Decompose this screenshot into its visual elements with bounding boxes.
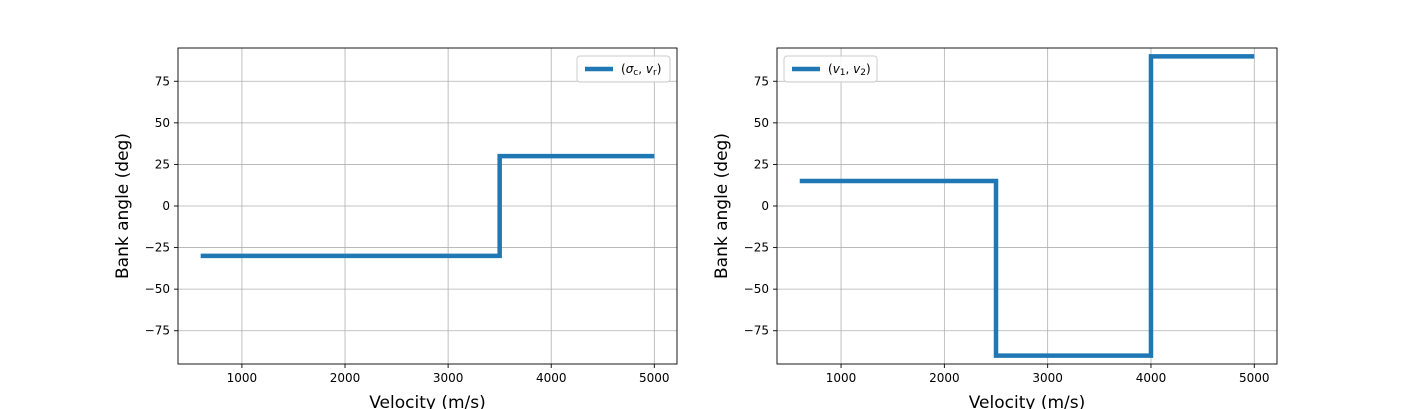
y-tick-label: 50 — [754, 116, 769, 130]
y-tick-label: −50 — [145, 282, 170, 296]
series-line — [799, 54, 1255, 358]
x-tick-label: 4000 — [1136, 371, 1167, 385]
chart-left: 1000 2000 3000 4000 5000 −75 −50 −25 0 25 50 75 Velo… — [113, 47, 678, 409]
y-tick-label: 25 — [754, 157, 769, 171]
x-tick-label: 3000 — [1032, 371, 1063, 385]
legend-label-part: ) — [657, 62, 662, 76]
y-axis-label: Bank angle (deg) — [113, 133, 133, 279]
x-tick-label: 3000 — [433, 371, 464, 385]
legend-label: (σc, vr) — [621, 62, 661, 78]
legend-box — [783, 55, 878, 83]
y-tick-label: −25 — [744, 241, 769, 255]
y-axis-label: Bank angle (deg) — [712, 133, 732, 279]
legend-label-part: 1 — [840, 68, 846, 78]
y-tick-label: 75 — [754, 74, 769, 88]
x-tick-label: 2000 — [929, 371, 960, 385]
legend-label-part: σ — [626, 62, 634, 76]
x-tick-label: 2000 — [330, 371, 361, 385]
y-tick-label: 75 — [155, 74, 170, 88]
x-tick-label: 1000 — [826, 371, 857, 385]
legend-label-part: v — [833, 62, 841, 76]
chart-right: 1000 2000 3000 4000 5000 −75 −50 −25 0 25 50 75 Velo… — [712, 47, 1278, 409]
x-tick-label: 5000 — [639, 371, 670, 385]
legend-label-part: ( — [828, 62, 833, 76]
legend: (σc, vr) — [576, 55, 671, 83]
y-tick-label: 25 — [155, 157, 170, 171]
y-tick-label: 50 — [155, 116, 170, 130]
legend-label-part: , — [638, 62, 646, 76]
x-axis-label: Velocity (m/s) — [969, 393, 1086, 409]
legend-label: (v1, v2) — [828, 62, 871, 78]
x-tick-label: 5000 — [1239, 371, 1270, 385]
y-tick-label: −75 — [744, 324, 769, 338]
legend-label-part: v — [853, 62, 861, 76]
y-tick-label: 0 — [761, 199, 769, 213]
legend-label-part: c — [633, 68, 638, 78]
x-tick-label: 4000 — [536, 371, 567, 385]
legend-label-part: r — [653, 68, 657, 78]
y-tick-label: −25 — [145, 241, 170, 255]
series-line — [200, 153, 655, 259]
x-tick-label: 1000 — [227, 371, 258, 385]
legend-box — [576, 55, 671, 83]
legend-label-part: ) — [866, 62, 871, 76]
y-tick-label: 0 — [162, 199, 170, 213]
legend: (v1, v2) — [783, 55, 878, 83]
legend-label-part: 2 — [860, 68, 866, 78]
x-axis-label: Velocity (m/s) — [369, 393, 486, 409]
y-tick-label: −50 — [744, 282, 769, 296]
legend-label-part: ( — [621, 62, 626, 76]
legend-label-part: v — [646, 62, 654, 76]
legend-label-part: , — [846, 62, 854, 76]
y-tick-label: −75 — [145, 324, 170, 338]
